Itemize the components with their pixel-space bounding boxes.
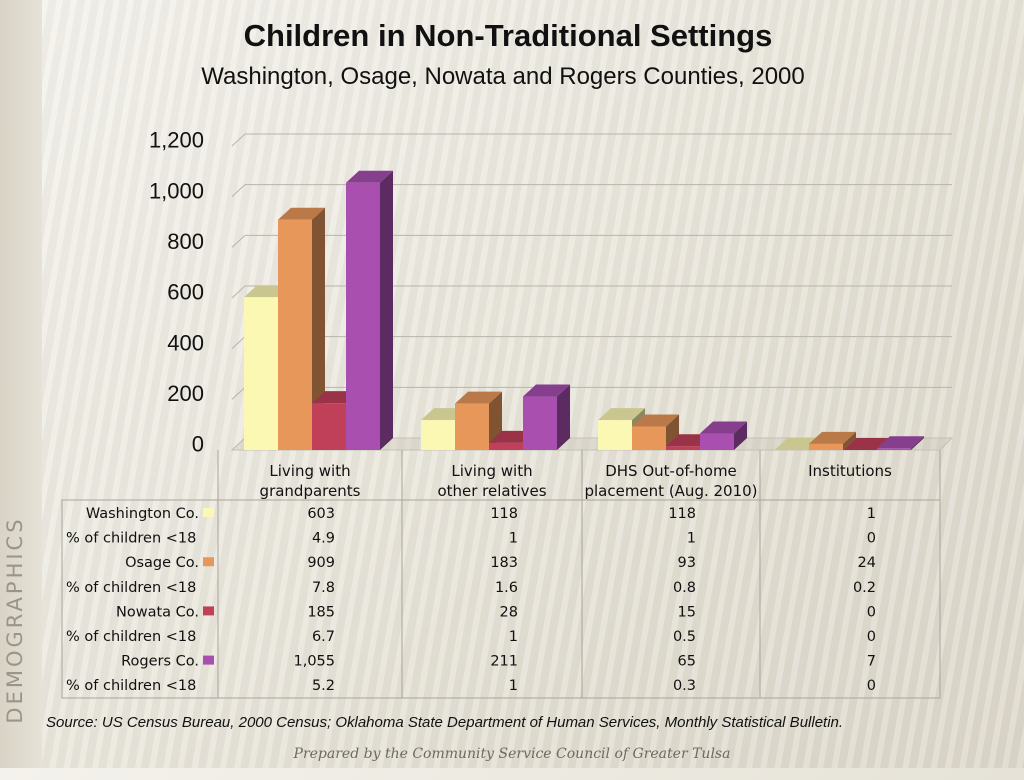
legend-swatch (203, 508, 214, 517)
percent-row-label: % of children <18 (66, 531, 196, 547)
data-label: 93 (678, 555, 696, 571)
bar (523, 384, 570, 450)
footer-credit: Prepared by the Community Service Counci… (293, 746, 731, 762)
bar (700, 421, 747, 450)
gridline-side (231, 133, 246, 147)
data-label: 7 (867, 654, 876, 670)
chart-title: Children in Non-Traditional Settings (243, 18, 773, 53)
category-label: Institutions (808, 462, 892, 480)
percent-label: 0 (867, 678, 876, 694)
percent-label: 4.9 (312, 531, 335, 547)
legend-series-name: Washington Co. (86, 506, 199, 522)
bar (346, 170, 393, 450)
bar (632, 414, 679, 450)
gridline-side (231, 386, 246, 400)
source-note: Source: US Census Bureau, 2000 Census; O… (46, 714, 844, 731)
chart-subtitle: Washington, Osage, Nowata and Rogers Cou… (201, 63, 805, 90)
data-label: 118 (668, 506, 696, 522)
y-tick-label: 400 (167, 330, 204, 355)
y-tick-label: 800 (167, 229, 204, 254)
legend-swatch (203, 655, 214, 665)
legend-series-name: Osage Co. (125, 555, 199, 571)
data-label: 118 (490, 506, 518, 522)
y-tick-label: 600 (167, 280, 204, 305)
y-tick-label: 1,200 (149, 128, 204, 153)
legend-series-name: Rogers Co. (121, 654, 199, 670)
data-label: 65 (678, 654, 696, 670)
data-label: 0 (867, 604, 876, 620)
data-label: 1,055 (293, 654, 335, 670)
side-band (0, 0, 42, 768)
data-label: 211 (490, 654, 518, 670)
gridline-side (231, 336, 246, 350)
data-label: 909 (307, 555, 335, 571)
legend-swatch (203, 557, 214, 567)
data-label: 603 (307, 506, 335, 522)
category-label: grandparents (260, 482, 361, 500)
percent-label: 0.2 (853, 580, 876, 596)
data-label: 24 (858, 555, 876, 571)
percent-label: 7.8 (312, 580, 335, 596)
percent-label: 0 (867, 629, 876, 645)
bar (278, 207, 325, 450)
percent-row-label: % of children <18 (66, 580, 196, 596)
percent-label: 1.6 (495, 580, 518, 596)
y-tick-label: 200 (167, 381, 204, 406)
category-label: Living with (269, 462, 350, 480)
bar (455, 391, 502, 450)
y-tick-label: 0 (192, 432, 204, 457)
category-label: Living with (451, 462, 532, 480)
bar (843, 438, 890, 450)
percent-label: 0 (867, 531, 876, 547)
gridline-side (231, 285, 246, 299)
percent-label: 0.3 (673, 678, 696, 694)
percent-label: 1 (509, 678, 518, 694)
percent-label: 1 (509, 531, 518, 547)
percent-label: 1 (687, 531, 696, 547)
percent-row-label: % of children <18 (66, 629, 196, 645)
category-label: other relatives (437, 482, 546, 500)
bar (877, 436, 924, 450)
y-tick-label: 1,000 (149, 178, 204, 203)
legend-swatch (203, 606, 214, 616)
gridline-side (231, 234, 246, 248)
category-label: DHS Out-of-home (605, 462, 737, 480)
gridline-side (231, 184, 246, 198)
data-label: 1 (867, 506, 876, 522)
legend-series-name: Nowata Co. (116, 604, 199, 620)
data-label: 185 (307, 604, 335, 620)
percent-row-label: % of children <18 (66, 678, 196, 694)
percent-label: 6.7 (312, 629, 335, 645)
bar (809, 431, 856, 450)
data-label: 15 (678, 604, 696, 620)
percent-label: 0.5 (673, 629, 696, 645)
percent-label: 0.8 (673, 580, 696, 596)
percent-label: 5.2 (312, 678, 335, 694)
data-label: 183 (490, 555, 518, 571)
category-label: placement (Aug. 2010) (584, 482, 757, 500)
data-label: 28 (500, 604, 518, 620)
percent-label: 1 (509, 629, 518, 645)
